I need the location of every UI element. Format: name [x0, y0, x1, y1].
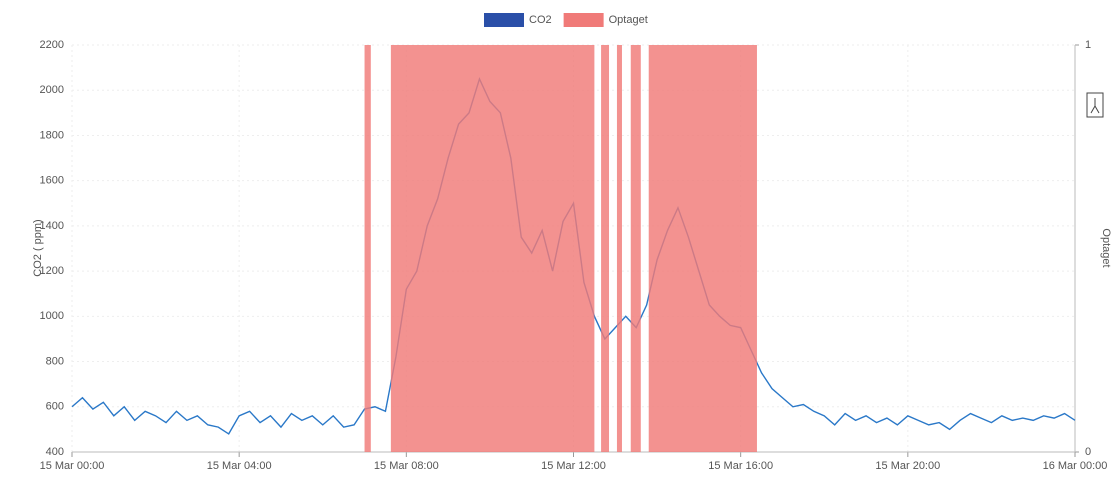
zoom-button[interactable]: [1086, 92, 1104, 118]
y-tick-label: 1000: [40, 310, 64, 322]
x-tick-label: 16 Mar 00:00: [1043, 460, 1108, 472]
x-tick-label: 15 Mar 00:00: [40, 460, 105, 472]
y2-tick-label: 0: [1085, 446, 1091, 458]
x-tick-label: 15 Mar 08:00: [374, 460, 439, 472]
zoom-icon: [1090, 98, 1100, 114]
y2-axis-label: Optaget: [1100, 228, 1112, 267]
y2-tick-label: 1: [1085, 39, 1091, 51]
y-tick-label: 800: [46, 355, 64, 367]
legend-label: Optaget: [609, 14, 648, 26]
y-tick-label: 2000: [40, 84, 64, 96]
y-tick-label: 1600: [40, 175, 64, 187]
legend-swatch: [563, 13, 604, 27]
x-tick-label: 15 Mar 04:00: [207, 460, 272, 472]
y-tick-label: 2200: [40, 39, 64, 51]
x-tick-label: 15 Mar 20:00: [875, 460, 940, 472]
x-tick-label: 15 Mar 12:00: [541, 460, 606, 472]
occupied-band: [630, 45, 641, 452]
occupied-band: [616, 45, 622, 452]
legend-swatch: [484, 13, 524, 27]
occupied-band: [390, 45, 595, 452]
occupied-band: [364, 45, 371, 452]
y-tick-label: 600: [46, 401, 64, 413]
legend-label: CO2: [529, 14, 552, 26]
y-tick-label: 1200: [40, 265, 64, 277]
y-tick-label: 400: [46, 446, 64, 458]
occupied-band: [648, 45, 757, 452]
y-tick-label: 1800: [40, 129, 64, 141]
occupied-band: [601, 45, 610, 452]
x-tick-label: 15 Mar 16:00: [708, 460, 773, 472]
y-tick-label: 1400: [40, 220, 64, 232]
y-axis-label: CO2 ( ppm): [32, 219, 44, 276]
